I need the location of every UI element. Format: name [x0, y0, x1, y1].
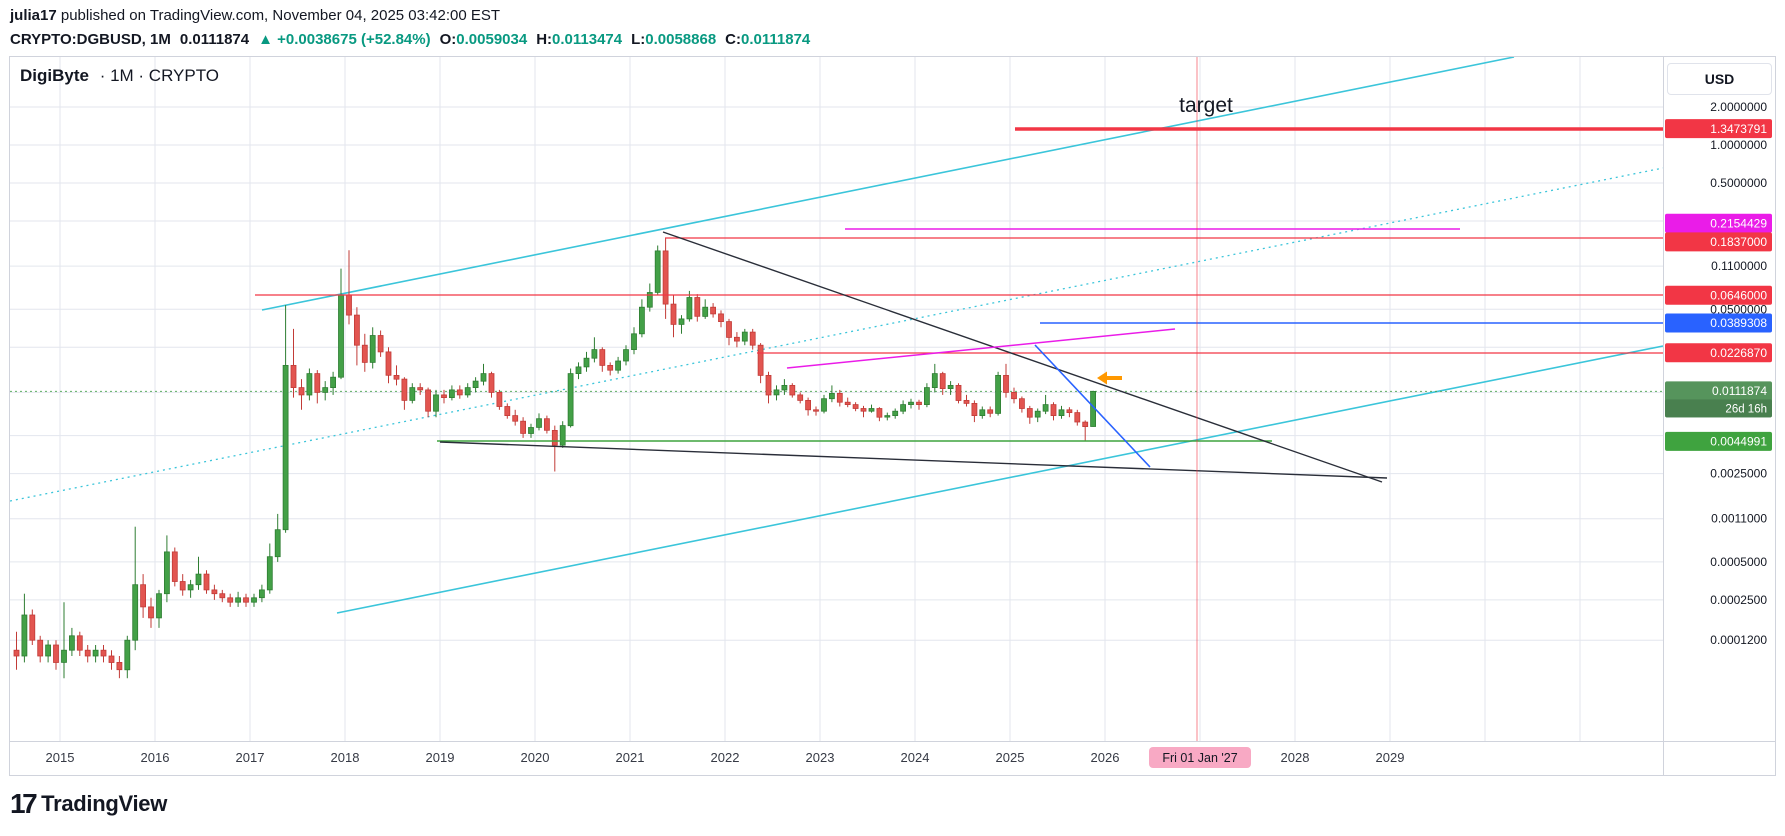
svg-text:0.5000000: 0.5000000 — [1710, 176, 1767, 190]
time-axis-label: 2029 — [1376, 750, 1405, 765]
svg-text:2.0000000: 2.0000000 — [1710, 100, 1767, 114]
last-price: 0.0111874 — [179, 31, 250, 48]
svg-text:0.2154429: 0.2154429 — [1710, 216, 1767, 230]
svg-text:1.0000000: 1.0000000 — [1710, 138, 1767, 152]
price-badge-1.3473791: 1.3473791 — [1665, 119, 1772, 139]
currency-toggle-button[interactable]: USD — [1667, 63, 1772, 95]
time-axis-label: 2019 — [426, 750, 455, 765]
time-axis-label: 2028 — [1281, 750, 1310, 765]
channel-mid-dotted-line[interactable] — [10, 167, 1664, 502]
price-badge-0.0646000: 0.0646000 — [1665, 285, 1772, 305]
svg-text:0.0002500: 0.0002500 — [1710, 593, 1767, 607]
symbol-name[interactable]: CRYPTO:DGBUSD, 1M — [10, 31, 171, 48]
legend-meta: · 1M · CRYPTO — [99, 66, 220, 85]
chart-legend[interactable]: DigiByte · 1M · CRYPTO — [20, 66, 219, 86]
svg-text:0.0646000: 0.0646000 — [1710, 289, 1767, 303]
publish-header: julia17 published on TradingView.com, No… — [10, 7, 500, 24]
svg-text:Fri 01 Jan '27: Fri 01 Jan '27 — [1162, 751, 1237, 765]
price-badge-0.0044991: 0.0044991 — [1665, 431, 1772, 451]
svg-text:0.1837000: 0.1837000 — [1710, 235, 1767, 249]
ohlc-low: L:0.0058868 — [631, 31, 717, 48]
time-axis-label: 2021 — [616, 750, 645, 765]
tradingview-logo-icon[interactable]: 17 — [10, 788, 38, 819]
svg-text:0.0500000: 0.0500000 — [1710, 302, 1767, 316]
time-axis-label: 2020 — [521, 750, 550, 765]
channel-upper-line[interactable] — [261, 57, 1515, 311]
svg-text:0.0001200: 0.0001200 — [1710, 633, 1767, 647]
ohlc-high: H:0.0113474 — [536, 31, 623, 48]
svg-text:0.1100000: 0.1100000 — [1711, 259, 1767, 273]
svg-text:0.0044991: 0.0044991 — [1710, 435, 1767, 449]
time-axis-label: 2024 — [901, 750, 930, 765]
price-badge-0.0389308: 0.0389308 — [1665, 313, 1772, 333]
svg-text:0.0005000: 0.0005000 — [1710, 555, 1767, 569]
target-label[interactable]: target — [1179, 94, 1233, 117]
svg-text:26d 16h: 26d 16h — [1725, 403, 1767, 415]
channel-lower-line[interactable] — [336, 345, 1664, 614]
svg-text:0.0389308: 0.0389308 — [1710, 316, 1767, 330]
svg-text:0.0226870: 0.0226870 — [1710, 346, 1767, 360]
time-axis-label: 2023 — [806, 750, 835, 765]
ohlc-open: O:0.0059034 — [439, 31, 528, 48]
tradingview-brand[interactable]: TradingView — [41, 791, 168, 816]
time-axis-label: 2025 — [996, 750, 1025, 765]
svg-text:0.0025000: 0.0025000 — [1710, 467, 1767, 481]
legend-symbol: DigiByte — [20, 66, 89, 85]
time-axis-label: 2018 — [331, 750, 360, 765]
publish-text: published on TradingView.com, November 0… — [56, 7, 501, 24]
orange-arrow[interactable] — [1097, 371, 1122, 385]
time-axis-label: 2016 — [141, 750, 170, 765]
price-change: ▲ +0.0038675 (+52.84%) — [258, 31, 431, 48]
svg-text:0.0011000: 0.0011000 — [1711, 512, 1767, 526]
chart-panel[interactable]: target 2.0000000 1.0000000 0.5000000 0.11000… — [9, 56, 1776, 776]
time-axis-label: 2015 — [46, 750, 75, 765]
price-badge-0.2154429: 0.2154429 — [1665, 213, 1772, 233]
author-name: julia17 — [10, 7, 57, 24]
price-badge-0.1837000: 0.1837000 — [1665, 232, 1772, 252]
last-price-badge: 0.0111874 26d 16h — [1665, 381, 1772, 418]
time-axis-label: 2026 — [1091, 750, 1120, 765]
candlesticks — [13, 237, 1096, 679]
price-axis-labels: 2.0000000 1.0000000 0.5000000 0.1100000 0.05… — [1710, 100, 1767, 647]
price-badge-0.0226870: 0.0226870 — [1665, 343, 1772, 363]
grid-lines — [10, 57, 1663, 741]
blue-diagonal-line[interactable] — [1034, 344, 1151, 468]
time-axis-label: 2017 — [236, 750, 265, 765]
time-axis[interactable]: 2015 2016 2017 2018 2019 2020 2021 2022 2023 2024… — [46, 747, 1405, 768]
magenta-diagonal-line[interactable] — [786, 328, 1176, 369]
svg-text:0.0111874: 0.0111874 — [1712, 384, 1767, 398]
time-axis-label: 2022 — [711, 750, 740, 765]
svg-text:1.3473791: 1.3473791 — [1710, 122, 1767, 136]
chart-canvas[interactable]: target 2.0000000 1.0000000 0.5000000 0.11000… — [10, 57, 1775, 775]
footer: 17 TradingView — [10, 790, 167, 818]
wedge-lower-trendline[interactable] — [439, 441, 1388, 479]
ohlc-close: C:0.0111874 — [725, 31, 811, 48]
wedge-upper-trendline[interactable] — [662, 231, 1383, 483]
symbol-info-bar: CRYPTO:DGBUSD, 1M 0.0111874 ▲ +0.0038675… — [10, 31, 810, 48]
time-axis-highlight-badge: Fri 01 Jan '27 — [1149, 747, 1251, 768]
